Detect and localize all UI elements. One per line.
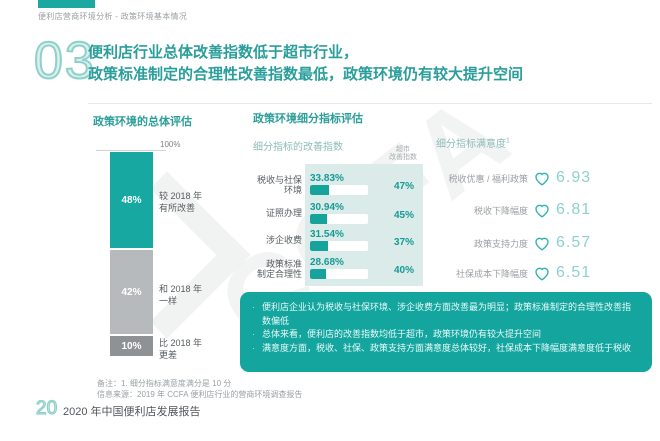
source-note: 信息来源：2019 年 CCFA 便利店行业的营商环境调查报告 xyxy=(97,390,303,399)
indicator-row-policy-standard: 政策标准 制定合理性 28.68% 40% xyxy=(236,257,436,285)
right-panel-title: 细分指标满意度1 xyxy=(436,137,510,150)
satisfaction-row-tax-benefit: 税收优惠 / 福利政策 6.93 xyxy=(448,169,592,186)
satisfaction-row-social-cost: 社保成本下降幅度 6.51 xyxy=(455,264,592,281)
satisfaction-score: 6.81 xyxy=(556,201,592,218)
axis-top-line xyxy=(96,150,166,151)
indicator-row-fees: 涉企收费 31.54% 37% xyxy=(236,229,436,257)
improvement-value: 31.54% xyxy=(310,229,344,240)
satisfaction-score: 6.57 xyxy=(556,234,592,251)
improvement-bar xyxy=(310,269,368,279)
insight-bullet: · 总体来看，便利店的改善指数均低于超市，政策环境仍有较大提升空间 xyxy=(252,329,542,339)
segment-label-worse: 比 2018 年 更差 xyxy=(159,338,203,360)
page-number: 20 xyxy=(35,398,58,419)
page-title-line-1: 便利店行业总体改善指数低于超市行业， xyxy=(88,44,359,61)
heart-icon xyxy=(535,267,549,281)
market-index-value: 47% xyxy=(393,181,414,192)
title-divider xyxy=(88,103,652,104)
market-index-column-header: 超市 改善指数 xyxy=(389,146,417,161)
top-accent-bar xyxy=(38,0,95,8)
page-title: 便利店行业总体改善指数低于超市行业， 政策标准制定的合理性改善指数最低，政策环境… xyxy=(88,42,523,86)
mid-panel-background xyxy=(305,164,423,286)
improvement-bar xyxy=(310,185,368,195)
satisfaction-score: 6.51 xyxy=(556,264,592,281)
market-index-value: 37% xyxy=(393,237,414,248)
axis-max-label: 100% xyxy=(160,140,181,149)
indicator-row-license: 证照办理 30.94% 45% xyxy=(236,202,436,230)
page-title-line-2: 政策标准制定的合理性改善指数最低，政策环境仍有较大提升空间 xyxy=(88,66,524,83)
footnote-1: 备注：1. 细分指标满意度满分是 10 分 xyxy=(97,379,232,388)
improvement-bar xyxy=(310,241,368,251)
heart-icon xyxy=(535,237,549,251)
market-index-value: 45% xyxy=(393,210,414,221)
indicator-row-tax-social: 税收与社保 环境 33.83% 47% xyxy=(236,173,436,201)
bar-segment-value: 48% xyxy=(121,194,142,206)
satisfaction-row-policy-support: 政策支持力度 6.57 xyxy=(473,234,592,251)
footnote-ref: 1 xyxy=(506,137,510,145)
left-panel-title: 政策环境的总体评估 xyxy=(93,116,192,128)
breadcrumb: 便利店营商环境分析 - 政策环境基本情况 xyxy=(38,12,188,21)
stacked-bar: 48% 42% 10% xyxy=(110,152,153,358)
insight-bullet: · 满意度方面，税收、社保、政策支持方面满意度总体较好，社保成本下降幅度满意度低… xyxy=(252,342,632,353)
improvement-bar xyxy=(310,214,368,224)
section-number: 03 xyxy=(33,32,96,90)
improvement-value: 33.83% xyxy=(310,173,344,184)
mid-panel-title: 政策环境细分指标评估 xyxy=(253,113,363,125)
segment-label-improved: 较 2018 年 有所改善 xyxy=(159,191,203,213)
satisfaction-row-tax-decline: 税收下降幅度 6.81 xyxy=(473,201,592,218)
bar-segment-value: 42% xyxy=(121,286,142,298)
mid-panel-subtitle: 细分指标的改善指数 xyxy=(253,142,343,153)
bar-segment-worse: 10% xyxy=(110,336,153,356)
heart-icon xyxy=(535,172,549,186)
bar-segment-improved: 48% xyxy=(110,152,153,248)
bar-segment-same: 42% xyxy=(110,250,153,334)
market-index-value: 40% xyxy=(393,265,414,276)
insight-box: · 便利店企业认为税收与社保环境、涉企收费方面改善最为明显；政策标准制定的合理性… xyxy=(240,292,652,372)
heart-icon xyxy=(535,204,549,218)
segment-label-same: 和 2018 年 一样 xyxy=(159,284,203,306)
improvement-value: 28.68% xyxy=(310,257,344,268)
report-footer-title: 2020 年中国便利店发展报告 xyxy=(63,406,201,418)
improvement-value: 30.94% xyxy=(310,202,344,213)
bar-segment-value: 10% xyxy=(121,340,142,352)
satisfaction-score: 6.93 xyxy=(556,169,592,186)
insight-bullet: · 便利店企业认为税收与社保环境、涉企收费方面改善最为明显；政策标准制定的合理性… xyxy=(252,302,632,326)
